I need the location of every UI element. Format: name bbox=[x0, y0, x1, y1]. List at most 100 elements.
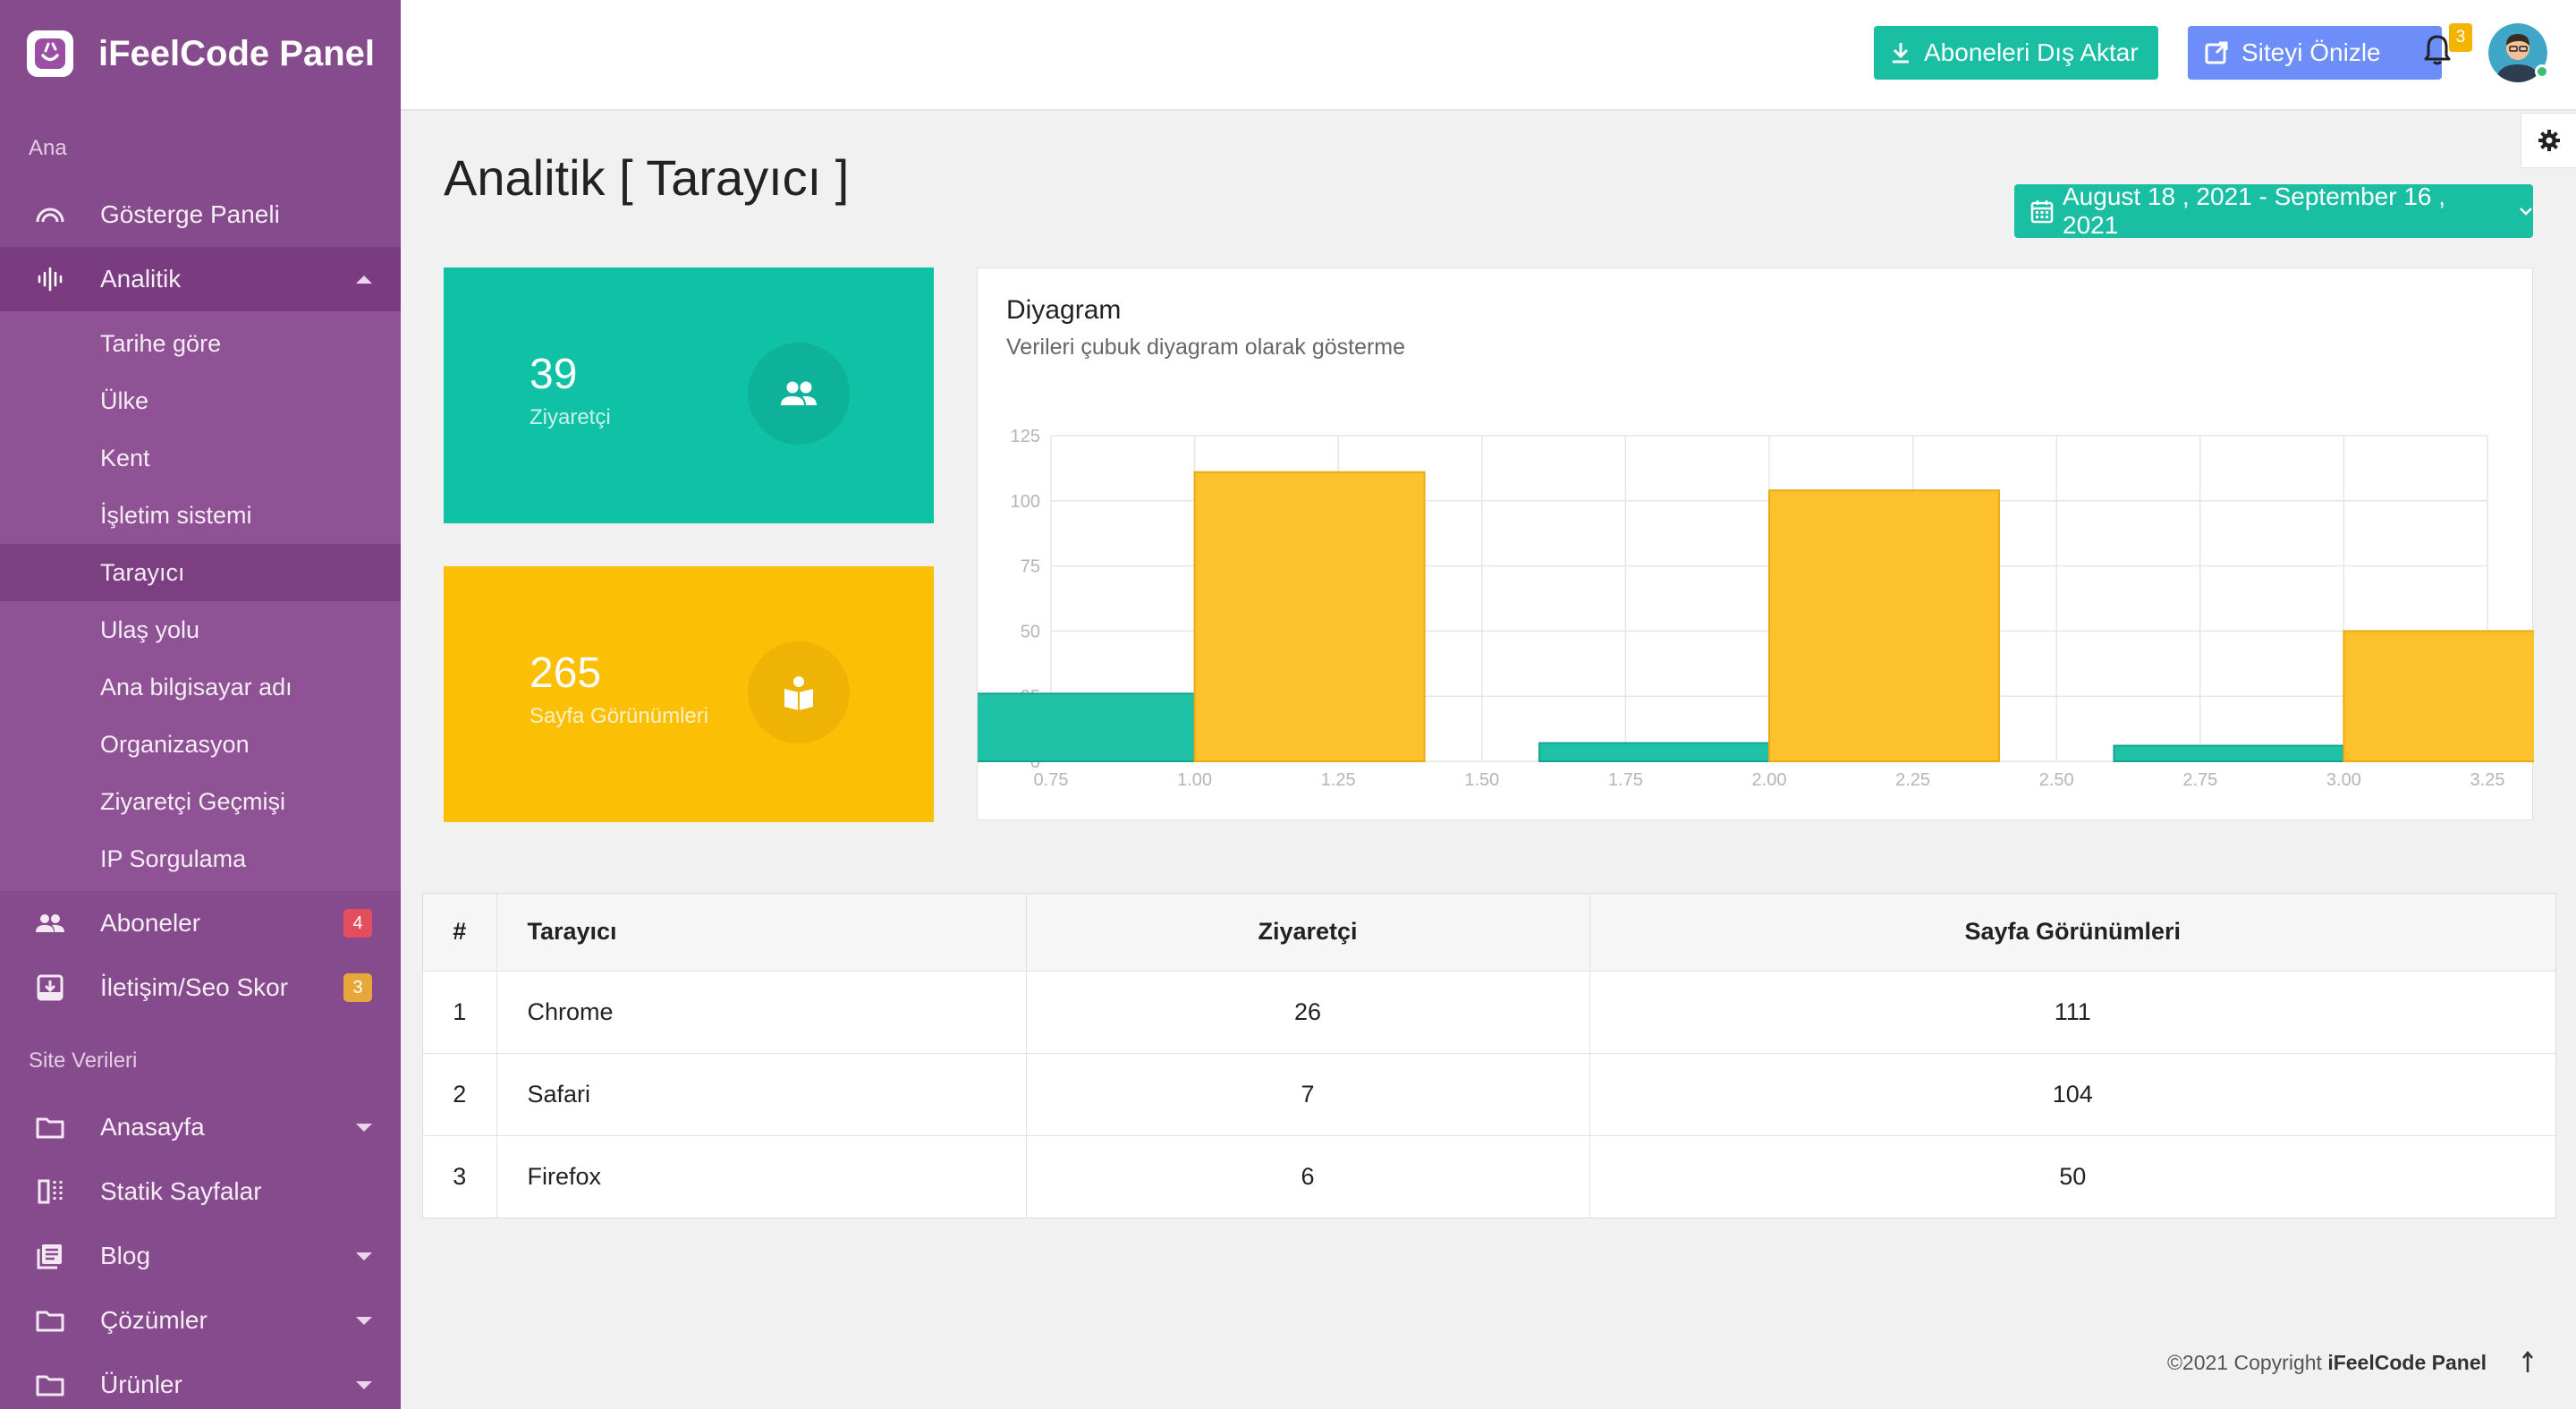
sidebar: iFeelCode Panel Ana Gösterge Paneli Anal… bbox=[0, 0, 401, 1409]
column-header-browser[interactable]: Tarayıcı bbox=[496, 894, 1027, 972]
sidebar-subitem-organization[interactable]: Organizasyon bbox=[100, 730, 250, 758]
external-link-icon bbox=[2205, 41, 2228, 64]
bar-series-2-item-3 bbox=[2343, 630, 2534, 762]
sidebar-subitem-browser[interactable]: Tarayıcı bbox=[0, 544, 401, 601]
visitors-label: Ziyaretçi bbox=[530, 405, 611, 429]
row-browser: Firefox bbox=[496, 1135, 1027, 1218]
x-tick-label: 1.25 bbox=[1321, 770, 1356, 790]
row-visitors: 7 bbox=[1026, 1053, 1590, 1136]
sidebar-item-solutions[interactable]: Çözümler bbox=[0, 1288, 401, 1353]
sidebar-item-analytics[interactable]: Analitik bbox=[0, 247, 401, 311]
brand-logo-icon bbox=[27, 30, 73, 77]
pageviews-value: 265 bbox=[530, 649, 602, 697]
column-header-pageviews[interactable]: Sayfa Görünümleri bbox=[1589, 894, 2555, 972]
sidebar-subitem-by-date[interactable]: Tarihe göre bbox=[100, 329, 222, 357]
preview-site-label: Siteyi Önizle bbox=[2241, 38, 2381, 66]
folder-icon bbox=[34, 1304, 66, 1337]
calendar-icon bbox=[2030, 200, 2054, 224]
date-range-label: August 18 , 2021 - September 16 , 2021 bbox=[2063, 182, 2446, 239]
sidebar-item-homepage[interactable]: Anasayfa bbox=[0, 1095, 401, 1159]
chart-title: Diyagram bbox=[1006, 295, 1122, 325]
footer-brand[interactable]: iFeelCode Panel bbox=[2327, 1351, 2487, 1374]
bar-series-1-item-2 bbox=[1538, 742, 1770, 763]
x-tick-label: 1.00 bbox=[1177, 770, 1212, 790]
row-index: 2 bbox=[423, 1053, 497, 1136]
browser-table-card: # Tarayıcı Ziyaretçi Sayfa Görünümleri 1… bbox=[422, 893, 2556, 1218]
pageviews-stat-card: 265 Sayfa Görünümleri bbox=[444, 566, 934, 822]
gauge-icon bbox=[34, 199, 66, 231]
book-reader-icon bbox=[748, 641, 850, 743]
y-tick-label: 0 bbox=[1030, 752, 1040, 772]
bar-chart-card: 02550751001250.751.001.251.501.752.002.2… bbox=[977, 267, 2534, 820]
y-tick-label: 75 bbox=[1021, 557, 1040, 577]
date-range-picker[interactable]: August 18 , 2021 - September 16 , 2021 bbox=[2014, 182, 2533, 239]
x-tick-label: 2.25 bbox=[1895, 770, 1930, 790]
chevron-down-icon bbox=[356, 1316, 372, 1325]
row-index: 3 bbox=[423, 1135, 497, 1218]
download-icon bbox=[1893, 43, 1909, 64]
row-visitors: 26 bbox=[1026, 971, 1590, 1054]
table-header-row: # Tarayıcı Ziyaretçi Sayfa Görünümleri bbox=[423, 894, 2555, 972]
column-header-visitors[interactable]: Ziyaretçi bbox=[1026, 894, 1590, 972]
table-row: 1 Chrome 26 111 bbox=[423, 971, 2555, 1054]
row-pageviews: 111 bbox=[1589, 971, 2555, 1054]
chart-subtitle: Verileri çubuk diyagram olarak gösterme bbox=[1006, 335, 1406, 360]
sidebar-item-dashboard[interactable]: Gösterge Paneli bbox=[0, 182, 401, 247]
settings-gear-icon[interactable] bbox=[2521, 113, 2576, 168]
row-pageviews: 104 bbox=[1589, 1053, 2555, 1136]
x-tick-label: 0.75 bbox=[1034, 770, 1069, 790]
chevron-up-icon bbox=[356, 275, 372, 284]
sidebar-item-label: Statik Sayfalar bbox=[100, 1177, 262, 1205]
sidebar-subitem-visitor-history[interactable]: Ziyaretçi Geçmişi bbox=[100, 787, 286, 815]
sidebar-subitem-city[interactable]: Kent bbox=[100, 444, 150, 471]
sidebar-item-label: İletişim/Seo Skor bbox=[100, 973, 289, 1001]
topbar: Aboneleri Dış Aktar Siteyi Önizle bbox=[401, 0, 2576, 111]
sidebar-subitem-hostname[interactable]: Ana bilgisayar adı bbox=[100, 673, 292, 700]
inbox-download-icon bbox=[34, 972, 66, 1004]
section-label-main: Ana bbox=[29, 136, 67, 160]
scroll-to-top-icon[interactable] bbox=[2521, 1351, 2535, 1379]
chevron-down-icon bbox=[356, 1123, 372, 1132]
sidebar-subitem-referrer[interactable]: Ulaş yolu bbox=[100, 615, 200, 643]
chevron-down-icon bbox=[356, 1252, 372, 1260]
sidebar-item-label: Gösterge Paneli bbox=[100, 200, 280, 228]
bar-series-1-item-3 bbox=[2113, 744, 2345, 763]
row-visitors: 6 bbox=[1026, 1135, 1590, 1218]
x-tick-label: 2.00 bbox=[1752, 770, 1787, 790]
row-browser: Chrome bbox=[496, 971, 1027, 1054]
y-tick-label: 50 bbox=[1021, 622, 1040, 641]
notification-count-badge: 3 bbox=[2449, 23, 2472, 52]
pageviews-label: Sayfa Görünümleri bbox=[530, 704, 709, 728]
folder-icon bbox=[34, 1111, 66, 1143]
x-tick-label: 2.50 bbox=[2039, 770, 2074, 790]
sidebar-item-products[interactable]: Ürünler bbox=[0, 1353, 401, 1409]
online-status-dot bbox=[2535, 64, 2549, 79]
export-subscribers-button[interactable]: Aboneleri Dış Aktar bbox=[1874, 26, 2158, 80]
browser-table: # Tarayıcı Ziyaretçi Sayfa Görünümleri 1… bbox=[423, 894, 2555, 1218]
bar-series-1-item-1 bbox=[978, 692, 1196, 762]
audio-wave-icon bbox=[34, 263, 66, 295]
bar-chart: 02550751001250.751.001.251.501.752.002.2… bbox=[978, 427, 2534, 790]
sidebar-item-subscribers[interactable]: Aboneler 4 bbox=[0, 891, 401, 955]
table-row: 2 Safari 7 104 bbox=[423, 1053, 2555, 1136]
x-tick-label: 2.75 bbox=[2182, 770, 2217, 790]
brand[interactable]: iFeelCode Panel bbox=[0, 0, 401, 107]
sidebar-subitem-ip-lookup[interactable]: IP Sorgulama bbox=[100, 845, 247, 872]
sidebar-subitem-os[interactable]: İşletim sistemi bbox=[100, 501, 252, 529]
sidebar-item-static-pages[interactable]: Statik Sayfalar bbox=[0, 1159, 401, 1224]
footer: ©2021 Copyright iFeelCode Panel bbox=[2167, 1351, 2487, 1375]
column-header-index[interactable]: # bbox=[423, 894, 497, 972]
sidebar-item-label: Çözümler bbox=[100, 1306, 208, 1334]
sidebar-item-blog[interactable]: Blog bbox=[0, 1224, 401, 1288]
people-icon bbox=[748, 343, 850, 445]
sidebar-subitem-country[interactable]: Ülke bbox=[100, 386, 149, 414]
user-avatar[interactable] bbox=[2488, 23, 2547, 82]
x-tick-label: 1.75 bbox=[1608, 770, 1643, 790]
chevron-down-icon bbox=[2520, 208, 2532, 216]
sidebar-item-contact[interactable]: İletişim/Seo Skor 3 bbox=[0, 955, 401, 1020]
footer-copyright: ©2021 Copyright bbox=[2166, 1351, 2322, 1374]
preview-site-button[interactable]: Siteyi Önizle bbox=[2188, 26, 2442, 80]
notification-bell-icon[interactable] bbox=[2424, 34, 2460, 77]
table-row: 3 Firefox 6 50 bbox=[423, 1135, 2555, 1218]
y-tick-label: 125 bbox=[1011, 427, 1040, 446]
